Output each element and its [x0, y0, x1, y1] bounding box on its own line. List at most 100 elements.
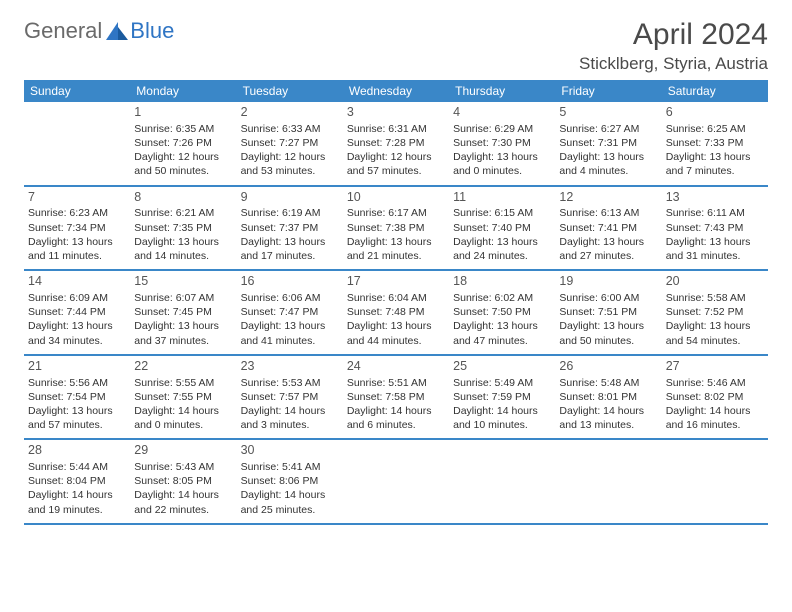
day2-text: and 57 minutes.: [28, 418, 126, 432]
sunset-text: Sunset: 7:52 PM: [666, 305, 764, 319]
day-number: 25: [453, 358, 551, 375]
sunrise-text: Sunrise: 5:51 AM: [347, 376, 445, 390]
day-cell: 13Sunrise: 6:11 AMSunset: 7:43 PMDayligh…: [662, 187, 768, 270]
day-cell: 11Sunrise: 6:15 AMSunset: 7:40 PMDayligh…: [449, 187, 555, 270]
logo-triangle-icon: [106, 22, 128, 40]
sunset-text: Sunset: 7:45 PM: [134, 305, 232, 319]
day-number: 17: [347, 273, 445, 290]
day-cell-empty: [24, 102, 130, 185]
day-cell-empty: [449, 440, 555, 523]
day1-text: Daylight: 14 hours: [28, 488, 126, 502]
sunrise-text: Sunrise: 6:19 AM: [241, 206, 339, 220]
day-number: 8: [134, 189, 232, 206]
day1-text: Daylight: 14 hours: [347, 404, 445, 418]
day-cell: 22Sunrise: 5:55 AMSunset: 7:55 PMDayligh…: [130, 356, 236, 439]
day2-text: and 41 minutes.: [241, 334, 339, 348]
day-number: 3: [347, 104, 445, 121]
day-cell-empty: [555, 440, 661, 523]
day-number: 11: [453, 189, 551, 206]
day1-text: Daylight: 14 hours: [241, 404, 339, 418]
day-cell: 19Sunrise: 6:00 AMSunset: 7:51 PMDayligh…: [555, 271, 661, 354]
day2-text: and 13 minutes.: [559, 418, 657, 432]
day-cell: 28Sunrise: 5:44 AMSunset: 8:04 PMDayligh…: [24, 440, 130, 523]
logo-text-general: General: [24, 18, 102, 44]
sunrise-text: Sunrise: 5:58 AM: [666, 291, 764, 305]
day2-text: and 57 minutes.: [347, 164, 445, 178]
header: General Blue April 2024 Sticklberg, Styr…: [24, 18, 768, 74]
week-row: 14Sunrise: 6:09 AMSunset: 7:44 PMDayligh…: [24, 271, 768, 356]
day-cell: 26Sunrise: 5:48 AMSunset: 8:01 PMDayligh…: [555, 356, 661, 439]
day-number: 10: [347, 189, 445, 206]
day1-text: Daylight: 13 hours: [28, 404, 126, 418]
day-cell: 7Sunrise: 6:23 AMSunset: 7:34 PMDaylight…: [24, 187, 130, 270]
day1-text: Daylight: 14 hours: [134, 488, 232, 502]
day2-text: and 21 minutes.: [347, 249, 445, 263]
day1-text: Daylight: 13 hours: [666, 235, 764, 249]
day2-text: and 50 minutes.: [559, 334, 657, 348]
day1-text: Daylight: 13 hours: [134, 319, 232, 333]
sunrise-text: Sunrise: 5:55 AM: [134, 376, 232, 390]
day-number: 28: [28, 442, 126, 459]
sunrise-text: Sunrise: 5:48 AM: [559, 376, 657, 390]
day1-text: Daylight: 14 hours: [559, 404, 657, 418]
day2-text: and 4 minutes.: [559, 164, 657, 178]
logo-text-blue: Blue: [130, 18, 174, 44]
day2-text: and 27 minutes.: [559, 249, 657, 263]
day2-text: and 10 minutes.: [453, 418, 551, 432]
sunset-text: Sunset: 7:37 PM: [241, 221, 339, 235]
sunset-text: Sunset: 7:34 PM: [28, 221, 126, 235]
day2-text: and 37 minutes.: [134, 334, 232, 348]
day-cell-empty: [343, 440, 449, 523]
day2-text: and 19 minutes.: [28, 503, 126, 517]
day-cell: 9Sunrise: 6:19 AMSunset: 7:37 PMDaylight…: [237, 187, 343, 270]
day-cell: 16Sunrise: 6:06 AMSunset: 7:47 PMDayligh…: [237, 271, 343, 354]
weekday-header: Wednesday: [343, 80, 449, 102]
sunset-text: Sunset: 7:35 PM: [134, 221, 232, 235]
sunrise-text: Sunrise: 6:15 AM: [453, 206, 551, 220]
sunrise-text: Sunrise: 5:46 AM: [666, 376, 764, 390]
sunset-text: Sunset: 7:47 PM: [241, 305, 339, 319]
sunrise-text: Sunrise: 6:21 AM: [134, 206, 232, 220]
day-number: 9: [241, 189, 339, 206]
day-number: 22: [134, 358, 232, 375]
day-cell-empty: [662, 440, 768, 523]
day1-text: Daylight: 13 hours: [453, 235, 551, 249]
weekday-header-row: SundayMondayTuesdayWednesdayThursdayFrid…: [24, 80, 768, 102]
week-row: 28Sunrise: 5:44 AMSunset: 8:04 PMDayligh…: [24, 440, 768, 525]
day1-text: Daylight: 12 hours: [134, 150, 232, 164]
sunset-text: Sunset: 7:26 PM: [134, 136, 232, 150]
sunset-text: Sunset: 7:44 PM: [28, 305, 126, 319]
sunset-text: Sunset: 8:05 PM: [134, 474, 232, 488]
day-number: 5: [559, 104, 657, 121]
day2-text: and 0 minutes.: [134, 418, 232, 432]
day-number: 24: [347, 358, 445, 375]
day1-text: Daylight: 14 hours: [134, 404, 232, 418]
weeks-container: 1Sunrise: 6:35 AMSunset: 7:26 PMDaylight…: [24, 102, 768, 525]
day2-text: and 7 minutes.: [666, 164, 764, 178]
day-number: 23: [241, 358, 339, 375]
day2-text: and 14 minutes.: [134, 249, 232, 263]
calendar: SundayMondayTuesdayWednesdayThursdayFrid…: [24, 80, 768, 525]
sunrise-text: Sunrise: 6:25 AM: [666, 122, 764, 136]
day-cell: 4Sunrise: 6:29 AMSunset: 7:30 PMDaylight…: [449, 102, 555, 185]
day1-text: Daylight: 14 hours: [241, 488, 339, 502]
sunrise-text: Sunrise: 6:13 AM: [559, 206, 657, 220]
sunrise-text: Sunrise: 6:35 AM: [134, 122, 232, 136]
day1-text: Daylight: 13 hours: [453, 319, 551, 333]
day2-text: and 11 minutes.: [28, 249, 126, 263]
day-number: 6: [666, 104, 764, 121]
sunset-text: Sunset: 7:55 PM: [134, 390, 232, 404]
day1-text: Daylight: 13 hours: [241, 235, 339, 249]
day-cell: 8Sunrise: 6:21 AMSunset: 7:35 PMDaylight…: [130, 187, 236, 270]
day-number: 27: [666, 358, 764, 375]
weekday-header: Saturday: [662, 80, 768, 102]
day-cell: 29Sunrise: 5:43 AMSunset: 8:05 PMDayligh…: [130, 440, 236, 523]
day-number: 15: [134, 273, 232, 290]
sunset-text: Sunset: 7:50 PM: [453, 305, 551, 319]
day-number: 12: [559, 189, 657, 206]
day-cell: 17Sunrise: 6:04 AMSunset: 7:48 PMDayligh…: [343, 271, 449, 354]
location: Sticklberg, Styria, Austria: [579, 54, 768, 74]
day2-text: and 34 minutes.: [28, 334, 126, 348]
sunrise-text: Sunrise: 5:56 AM: [28, 376, 126, 390]
day1-text: Daylight: 13 hours: [347, 235, 445, 249]
